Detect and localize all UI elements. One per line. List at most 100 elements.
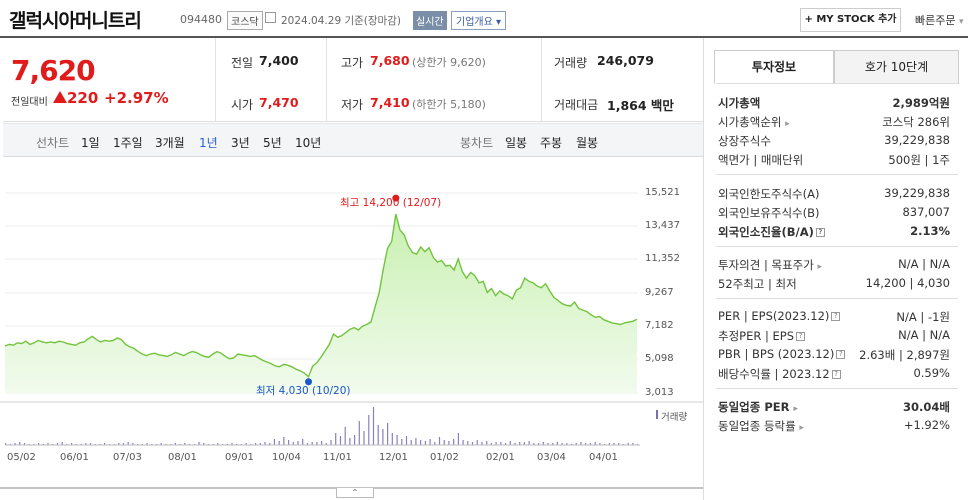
- market-badge: 코스닥: [227, 11, 263, 30]
- opinion-target-row[interactable]: 투자의견 | 목표주가 ▸ N/A | N/A: [718, 257, 950, 272]
- change-value: 220: [67, 89, 99, 107]
- volume-bar: [354, 435, 356, 445]
- tab-1y[interactable]: 1년: [199, 136, 218, 150]
- volume-bar: [429, 439, 431, 445]
- quote-date: 2024.04.29 기준(장마감): [281, 15, 401, 27]
- tab-1d[interactable]: 1일: [81, 136, 100, 150]
- volume-bar: [467, 441, 469, 445]
- foreign-exhaustion-row[interactable]: 외국인소진율(B/A)? 2.13%: [718, 224, 950, 239]
- volume-bar: [302, 439, 304, 445]
- open-label: 시가: [231, 98, 254, 112]
- volume-bar: [453, 439, 455, 445]
- high-value: 7,680: [370, 53, 410, 68]
- volume-bar: [613, 443, 615, 445]
- info-icon[interactable]: ?: [831, 370, 841, 379]
- volume-bar: [311, 442, 313, 445]
- volume-bar: [514, 443, 516, 445]
- volume-bar: [372, 407, 375, 445]
- foreign-holding-row: 외국인보유주식수(B) 837,007: [718, 205, 950, 220]
- quick-order-link[interactable]: 빠른주문 ▾: [915, 14, 964, 27]
- stock-code: 094480: [180, 13, 222, 26]
- chevron-down-icon: ▾: [496, 17, 502, 28]
- volume-bar: [85, 443, 87, 445]
- tab-3y[interactable]: 3년: [231, 136, 250, 150]
- tab-investment-info[interactable]: 투자정보: [714, 50, 834, 84]
- volume-bar: [552, 443, 554, 445]
- info-icon[interactable]: ?: [831, 312, 841, 321]
- est-per-eps-row[interactable]: 추정PER | EPS? N/A | N/A: [718, 328, 950, 343]
- volume-bar: [396, 435, 398, 445]
- tab-3m[interactable]: 3개월: [155, 136, 185, 150]
- x-tick-label: 05/02: [7, 452, 36, 463]
- volume-legend: 거래량: [661, 412, 688, 423]
- tab-daily[interactable]: 일봉: [505, 136, 528, 150]
- chevron-down-icon: ▾: [958, 17, 964, 27]
- volume-bar: [457, 433, 459, 445]
- volume-bar: [547, 443, 549, 445]
- y-tick-label: 7,182: [645, 320, 674, 331]
- industry-change-row[interactable]: 동일업종 등락률 ▸ +1.92%: [718, 418, 950, 433]
- volume-bar: [292, 442, 294, 445]
- divider: [716, 246, 958, 247]
- x-tick-label: 07/03: [113, 452, 142, 463]
- tab-monthly[interactable]: 월봉: [576, 136, 599, 150]
- volume-bar: [523, 442, 525, 445]
- tab-orderbook-10[interactable]: 호가 10단계: [834, 50, 959, 84]
- open-value: 7,470: [259, 95, 299, 110]
- volume-bar: [504, 443, 507, 445]
- dividend-yield-row[interactable]: 배당수익률 | 2023.12? 0.59%: [718, 366, 950, 381]
- volume-bar: [556, 442, 558, 445]
- volume-bar: [448, 441, 450, 445]
- realtime-badge[interactable]: 실시간: [413, 11, 447, 30]
- volume-bar: [288, 440, 290, 445]
- volume-bar: [56, 443, 59, 445]
- volume-bar: [382, 429, 384, 445]
- tab-5y[interactable]: 5년: [263, 136, 282, 150]
- volume-bar: [476, 440, 478, 445]
- tab-weekly[interactable]: 주봉: [540, 136, 563, 150]
- tab-1w[interactable]: 1주일: [113, 136, 143, 150]
- tab-10y[interactable]: 10년: [295, 136, 322, 150]
- y-tick-label: 13,437: [645, 220, 680, 231]
- company-name[interactable]: 갤럭시아머니트리: [9, 10, 142, 32]
- x-tick-label: 11/01: [323, 452, 352, 463]
- info-icon[interactable]: ?: [815, 228, 825, 237]
- volume-bar: [349, 438, 351, 445]
- info-icon[interactable]: ?: [796, 332, 806, 341]
- market-cap-row: 시가총액 2,989억원: [718, 96, 950, 110]
- info-icon[interactable]: ?: [836, 350, 846, 359]
- listed-shares-row: 상장주식수 39,229,838: [718, 133, 950, 148]
- volume-bar: [561, 443, 563, 445]
- high-marker: [392, 194, 400, 202]
- volume-bar: [118, 443, 120, 445]
- volume-bar: [405, 436, 408, 445]
- x-tick-label: 06/01: [60, 452, 89, 463]
- volume-bar: [104, 443, 106, 445]
- divider: [541, 38, 542, 122]
- volume-bar: [387, 423, 389, 445]
- industry-per-row[interactable]: 동일업종 PER ▸ 30.04배: [718, 400, 950, 414]
- volume-bar: [14, 443, 16, 445]
- chart-collapse-button[interactable]: ⌃: [336, 488, 374, 498]
- volume-bar: [410, 440, 412, 445]
- pbr-bps-row[interactable]: PBR | BPS (2023.12)? 2.63배 | 2,897원: [718, 347, 950, 362]
- volume-bar: [127, 442, 129, 445]
- add-mystock-button[interactable]: + MY STOCK 추가: [800, 8, 901, 32]
- volume-label: 거래량: [554, 56, 588, 70]
- prev-close-label: 전일: [231, 56, 254, 70]
- volume-bar: [255, 443, 257, 445]
- low-value: 7,410: [370, 95, 410, 110]
- volume-bar: [344, 427, 346, 445]
- company-info-dropdown[interactable]: 기업개요 ▾: [451, 11, 507, 30]
- volume-bar: [490, 443, 492, 445]
- volume-bar: [217, 443, 219, 445]
- prev-close-value: 7,400: [259, 53, 299, 68]
- per-eps-row[interactable]: PER | EPS(2023.12)? N/A | -1원: [718, 309, 950, 324]
- x-tick-label: 01/02: [430, 452, 459, 463]
- volume-bar: [339, 436, 342, 445]
- low-label: 저가: [341, 98, 364, 112]
- volume-bar: [368, 415, 370, 445]
- market-cap-rank-row[interactable]: 시가총액순위 ▸ 코스닥 286위: [718, 115, 950, 129]
- y-tick-label: 15,521: [645, 187, 680, 198]
